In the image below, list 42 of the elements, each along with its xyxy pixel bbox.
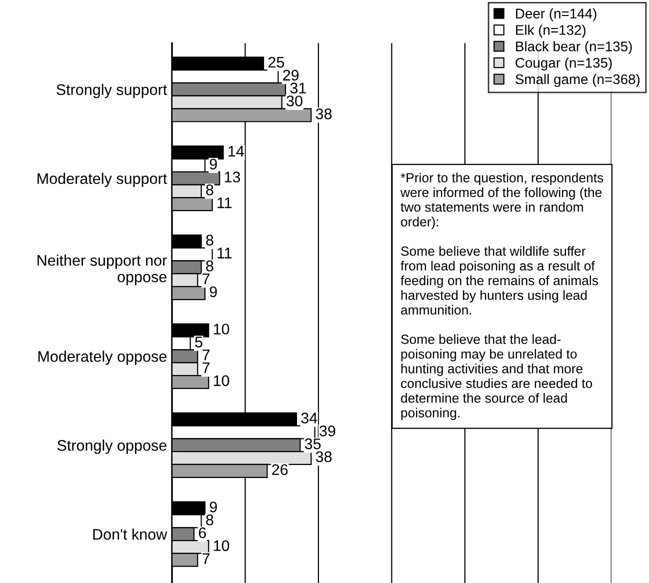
data-label: 8 [206,514,214,526]
data-label: 5 [195,336,202,348]
data-label: 38 [316,108,332,120]
data-label: 7 [202,350,210,360]
data-label: 8 [206,260,214,272]
data-label: 8 [206,184,214,196]
data-label: 26 [272,464,288,476]
y-tick-label: Moderately support [38,172,168,188]
data-label: 13 [224,172,240,182]
data-label: 7 [202,553,210,564]
data-label: 14 [228,146,244,156]
data-label: 7 [202,362,210,374]
data-label: 30 [286,96,302,106]
data-label: 9 [210,158,217,170]
y-tick-label: Strongly oppose [57,440,166,454]
data-label: 6 [198,527,206,538]
data-label: 35 [304,438,321,450]
data-label: 9 [210,286,217,298]
text: *Prior to the question, respondents were informed of the following (the two statements were in random order): Some believe that wildlife suffer from lead poisoning as a result of feeding on the remains of animals harvested by hunters using lead ammunition. Some believe that the lead- poisoning may be unrelated to hunting activities and that more conclusive studies are needed to determine the source of lead poisoning. [400,172,604,420]
data-label: 29 [283,70,299,81]
data-label: 10 [214,375,230,386]
data-label: 39 [320,426,336,436]
legend-label: Black bear (n=135) [516,41,632,54]
y-tick-label: Neither support nor oppose [38,254,167,286]
data-label: 10 [214,324,230,335]
legend-label: Small game (n=368) [516,74,640,87]
data-label: 25 [268,56,284,68]
legend-label: Deer (n=144) [516,8,596,22]
data-label: 38 [316,451,332,462]
data-label: 10 [214,540,230,552]
y-tick-label: Strongly support [56,84,168,98]
data-label: 31 [290,82,306,94]
y-tick-label: Don't know [93,528,168,540]
data-label: 11 [218,198,232,208]
y-tick-label: Moderately oppose [38,350,166,365]
legend-label: Cougar (n=135) [516,58,612,70]
data-label: 8 [206,234,214,246]
data-label: 7 [202,274,210,284]
data-label: 9 [210,502,217,512]
data-label: 34 [301,412,318,424]
data-label: 11 [218,248,232,258]
legend-label: Elk (n=132) [516,24,586,38]
